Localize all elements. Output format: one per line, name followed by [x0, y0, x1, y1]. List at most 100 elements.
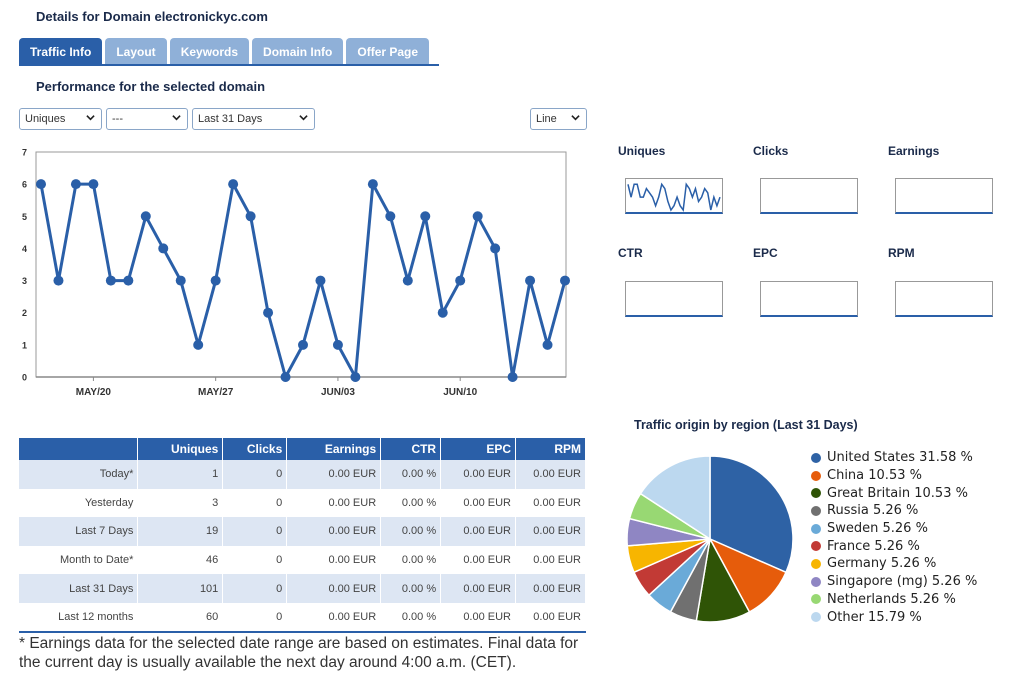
- data-point[interactable]: [263, 307, 274, 318]
- table-cell: 0: [222, 545, 288, 575]
- range-select[interactable]: Last 31 Days: [192, 108, 315, 130]
- legend-dot-icon: [811, 576, 821, 587]
- legend-dot-icon: [811, 523, 821, 534]
- metric1-select[interactable]: Uniques: [19, 108, 102, 130]
- traffic-line-chart: 0 1 2 3 4 5 6 7 MAY/20 MAY/27 JUN/03 JUN/10: [22, 148, 570, 398]
- legend-item[interactable]: Germany 5.26 %: [811, 555, 977, 573]
- data-point[interactable]: [123, 275, 134, 286]
- sparkline-uniques: [627, 182, 721, 213]
- section-title: Performance for the selected domain: [36, 79, 266, 94]
- mini-label-rpm: RPM: [888, 246, 915, 260]
- data-point[interactable]: [280, 372, 291, 382]
- tab-traffic-info[interactable]: Traffic Info: [19, 38, 103, 65]
- table-row: Last 7 Days 19 0 0.00 EUR 0.00 % 0.00 EU…: [19, 517, 586, 546]
- table-row: Yesterday 3 0 0.00 EUR 0.00 % 0.00 EUR 0…: [19, 488, 586, 518]
- data-point[interactable]: [315, 275, 326, 286]
- legend-label: Russia 5.26 %: [827, 503, 919, 519]
- data-point[interactable]: [367, 179, 378, 190]
- legend-item[interactable]: Other 15.79 %: [811, 608, 977, 626]
- table-cell: 0.00 EUR: [440, 545, 517, 575]
- tab-layout[interactable]: Layout: [105, 38, 167, 65]
- tab-offer-page[interactable]: Offer Page: [346, 38, 430, 65]
- legend-label: Sweden 5.26 %: [827, 521, 928, 537]
- data-point[interactable]: [507, 372, 518, 382]
- data-point[interactable]: [402, 275, 413, 286]
- chevron-down-icon: [571, 115, 580, 121]
- legend-item[interactable]: France 5.26 %: [811, 537, 977, 555]
- legend-item[interactable]: Netherlands 5.26 %: [811, 591, 977, 609]
- data-point[interactable]: [105, 275, 116, 286]
- mini-chart-ctr[interactable]: [625, 281, 723, 317]
- legend-item[interactable]: Russia 5.26 %: [811, 502, 977, 520]
- data-point[interactable]: [490, 243, 501, 254]
- legend-label: Singapore (mg) 5.26 %: [827, 574, 978, 590]
- data-point[interactable]: [525, 275, 536, 286]
- table-cell: 0.00 EUR: [286, 602, 382, 632]
- pie-slice[interactable]: [639, 455, 711, 541]
- chart-type-select[interactable]: Line: [530, 108, 587, 130]
- data-point[interactable]: [455, 275, 466, 286]
- chevron-down-icon: [299, 115, 308, 121]
- legend-dot-icon: [811, 505, 821, 516]
- mini-label-earnings: Earnings: [888, 144, 940, 158]
- table-cell: 0.00 EUR: [515, 602, 586, 632]
- legend-dot-icon: [811, 470, 821, 481]
- table-cell: 46: [137, 545, 224, 575]
- tab-underline: [19, 64, 439, 66]
- table-cell: 0: [222, 460, 288, 489]
- mini-chart-epc[interactable]: [760, 281, 858, 317]
- plot-area: [35, 151, 567, 378]
- data-point[interactable]: [245, 211, 256, 222]
- y-tick-label: 0: [22, 373, 27, 383]
- data-point[interactable]: [175, 275, 186, 286]
- data-point[interactable]: [560, 275, 570, 286]
- table-cell: 0: [222, 602, 288, 632]
- tab-keywords[interactable]: Keywords: [169, 38, 250, 65]
- legend-label: Great Britain 10.53 %: [827, 485, 968, 501]
- data-point[interactable]: [53, 275, 64, 286]
- y-tick-label: 1: [22, 340, 27, 350]
- data-point[interactable]: [298, 339, 308, 350]
- mini-chart-uniques[interactable]: [625, 178, 723, 214]
- data-point[interactable]: [332, 339, 343, 350]
- data-point[interactable]: [140, 211, 151, 222]
- tab-domain-info[interactable]: Domain Info: [252, 38, 344, 65]
- legend-item[interactable]: Singapore (mg) 5.26 %: [811, 573, 977, 591]
- data-point[interactable]: [70, 179, 81, 190]
- data-point[interactable]: [210, 275, 221, 286]
- legend-label: Germany 5.26 %: [827, 556, 937, 572]
- data-point[interactable]: [36, 179, 46, 190]
- y-tick-label: 3: [22, 276, 27, 286]
- data-point[interactable]: [228, 179, 239, 190]
- tab-bar: Traffic Info Layout Keywords Domain Info…: [19, 38, 430, 65]
- mini-label-epc: EPC: [753, 246, 778, 260]
- data-point[interactable]: [193, 339, 204, 350]
- data-point[interactable]: [158, 243, 169, 254]
- y-tick-label: 6: [22, 180, 27, 190]
- data-point[interactable]: [472, 211, 483, 222]
- data-point[interactable]: [88, 179, 99, 190]
- mini-chart-rpm[interactable]: [895, 281, 993, 317]
- legend-item[interactable]: Great Britain 10.53 %: [811, 484, 977, 502]
- mini-chart-earnings[interactable]: [895, 178, 993, 214]
- data-point[interactable]: [385, 211, 396, 222]
- y-tick-label: 7: [22, 148, 27, 158]
- metric2-select[interactable]: ---: [106, 108, 188, 130]
- mini-label-ctr: CTR: [618, 246, 643, 260]
- legend-item[interactable]: China 10.53 %: [811, 467, 977, 485]
- data-point[interactable]: [420, 211, 431, 222]
- data-point[interactable]: [542, 339, 553, 350]
- table-cell: 0.00 EUR: [286, 517, 382, 546]
- mini-chart-clicks[interactable]: [760, 178, 858, 214]
- table-header: [19, 438, 139, 460]
- legend-label: China 10.53 %: [827, 468, 922, 484]
- data-point[interactable]: [437, 307, 448, 318]
- legend-label: Netherlands 5.26 %: [827, 591, 956, 607]
- data-point[interactable]: [350, 372, 361, 382]
- table-cell: 0.00 %: [380, 460, 442, 489]
- legend-label: Other 15.79 %: [827, 609, 922, 625]
- table-cell: 101: [137, 574, 224, 603]
- pie-slice[interactable]: [709, 455, 794, 574]
- legend-item[interactable]: Sweden 5.26 %: [811, 520, 977, 538]
- legend-item[interactable]: United States 31.58 %: [811, 449, 977, 467]
